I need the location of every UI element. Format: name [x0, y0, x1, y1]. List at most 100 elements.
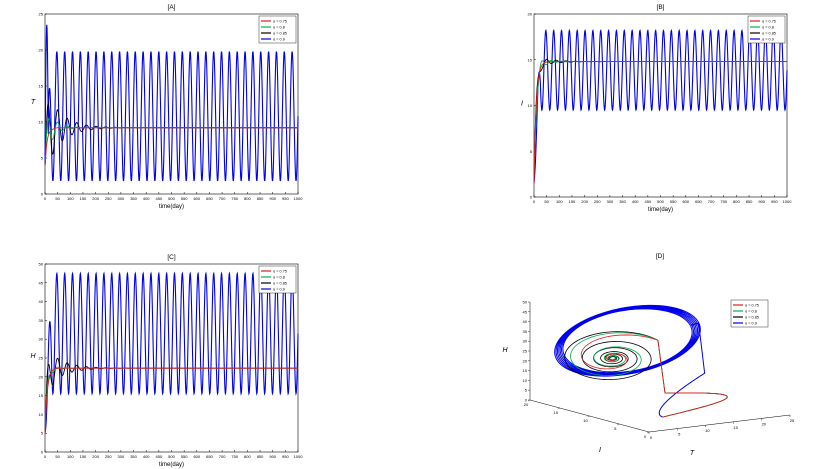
y-tick-label: 5: [41, 156, 44, 161]
y-tick-label: 20: [524, 402, 529, 407]
x-axis-label: T: [690, 450, 695, 457]
x-tick-label: 25: [790, 418, 795, 423]
y-tick: [557, 407, 560, 410]
x-tick-label: 850: [746, 199, 753, 204]
legend-label-2: α = 0.85: [762, 32, 776, 36]
z-tick-label: 35: [523, 329, 528, 334]
y-tick-label: 20: [39, 48, 44, 53]
y-axis-label: I: [521, 101, 523, 108]
legend-label-0: α = 0.75: [762, 20, 776, 24]
x-tick-label: 700: [219, 454, 226, 459]
x-tick-label: 400: [143, 454, 150, 459]
x-tick-label: 100: [67, 196, 74, 201]
series-line-0: [533, 61, 787, 184]
y-tick-label: 25: [39, 356, 44, 361]
legend-label-3: α = 0.9: [762, 38, 774, 42]
y-tick-label: 5: [614, 426, 617, 431]
x-tick-label: 300: [607, 199, 614, 204]
x-tick-label: 250: [594, 199, 601, 204]
x-tick-label: 50: [55, 196, 60, 201]
x-tick-label: 150: [569, 199, 576, 204]
series-line-0: [580, 334, 728, 418]
y-tick-label: 0: [41, 450, 44, 455]
x-tick-label: 850: [257, 454, 264, 459]
chart-panel-2: [C]0 50 100 150 200 250 300 350 400 450 500 550 600 6…: [30, 254, 303, 468]
x-tick-label: 600: [682, 199, 689, 204]
series-line-3: [533, 29, 788, 184]
chart-panel-3: [D]0510152025051015200510152025303540455…: [502, 253, 795, 457]
y-tick-label: 0: [644, 434, 647, 439]
y-tick-label: 15: [39, 393, 44, 398]
x-tick-label: 400: [143, 196, 150, 201]
y-tick-label: 20: [528, 12, 533, 17]
y-axis-label: H: [30, 353, 36, 360]
z-tick-label: 40: [523, 319, 528, 324]
legend-label-2: α = 0.85: [273, 32, 287, 36]
y-tick-label: 10: [39, 120, 44, 125]
y-tick-label: 25: [39, 12, 44, 17]
x-axis-label: time(day): [648, 207, 673, 213]
x-tick-label: 0: [44, 196, 47, 201]
panel-title: [D]: [656, 253, 665, 260]
legend-label-3: α = 0.9: [273, 38, 285, 42]
y-tick-label: 45: [39, 280, 44, 285]
x-tick-label: 1000: [294, 454, 304, 459]
chart-panel-0: [A]0 50 100 150 200 250 300 350 400 450 500 550 600 6…: [31, 4, 303, 210]
x-tick-label: 650: [695, 199, 702, 204]
series-line-0: [44, 367, 298, 434]
x-tick-label: 550: [670, 199, 677, 204]
legend-label-1: α = 0.8: [745, 310, 757, 314]
y-tick: [617, 423, 620, 426]
x-tick-label: 200: [92, 454, 99, 459]
x-tick-label: 100: [556, 199, 563, 204]
y-tick-label: 20: [39, 374, 44, 379]
x-tick-label: 600: [193, 196, 200, 201]
panel-title: [B]: [657, 4, 665, 11]
x-tick-label: 350: [130, 454, 137, 459]
x-tick-label: 350: [619, 199, 626, 204]
y-axis-label: I: [599, 447, 601, 454]
x-tick-label: 900: [758, 199, 765, 204]
x-tick-label: 1000: [294, 196, 304, 201]
y-tick-label: 5: [41, 431, 44, 436]
x-tick-label: 200: [92, 196, 99, 201]
y-tick-label: 15: [528, 57, 533, 62]
x-tick-label: 0: [533, 199, 536, 204]
x-tick-label: 700: [708, 199, 715, 204]
panel-title: [C]: [167, 254, 176, 261]
z-tick-label: 15: [523, 368, 528, 373]
x-tick-label: 950: [771, 199, 778, 204]
x-tick-label: 950: [282, 454, 289, 459]
x-tick-label: 450: [645, 199, 652, 204]
x-tick-label: 750: [231, 454, 238, 459]
x-tick-label: 300: [118, 454, 125, 459]
x-tick-label: 800: [244, 196, 251, 201]
z-tick-label: 25: [523, 349, 528, 354]
x-tick-label: 500: [168, 454, 175, 459]
x-tick-label: 950: [282, 196, 289, 201]
x-tick-label: 200: [581, 199, 588, 204]
x-tick-label: 5: [678, 432, 681, 437]
x-tick-label: 650: [206, 454, 213, 459]
chart-panel-1: [B]0 50 100 150 200 250 300 350 400 450 500 550 600 6…: [521, 4, 792, 213]
y-tick-label: 15: [39, 84, 44, 89]
y-tick: [587, 415, 590, 418]
x-tick-label: 650: [206, 196, 213, 201]
x-tick-label: 1000: [783, 199, 793, 204]
panel-title: [A]: [168, 4, 176, 11]
y-tick-label: 10: [528, 103, 533, 108]
z-tick-label: 50: [523, 300, 528, 305]
series-line-0: [44, 127, 298, 166]
legend-label-0: α = 0.75: [273, 20, 287, 24]
y-axis-label: T: [31, 99, 36, 106]
x-tick-label: 500: [657, 199, 664, 204]
y-tick-label: 0: [41, 192, 44, 197]
x-tick-label: 0: [44, 454, 47, 459]
x-tick-label: 900: [269, 454, 276, 459]
x-tick-label: 300: [118, 196, 125, 201]
legend-label-2: α = 0.85: [745, 316, 759, 320]
series-line-3: [44, 271, 299, 434]
y-tick-label: 15: [554, 410, 559, 415]
x-tick-label: 100: [67, 454, 74, 459]
